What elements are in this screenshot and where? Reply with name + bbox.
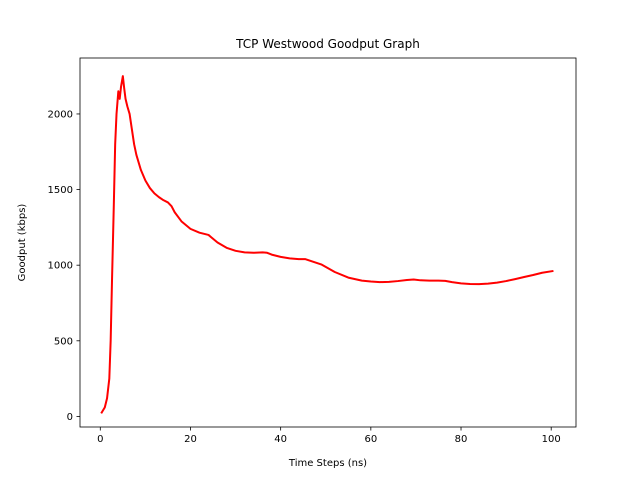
y-tick-label: 500: [54, 336, 73, 347]
x-tick-label: 60: [364, 434, 377, 445]
x-tick-label: 20: [184, 434, 197, 445]
y-tick-label: 0: [67, 412, 73, 423]
x-tick-label: 0: [97, 434, 103, 445]
axes-frame: [79, 57, 577, 428]
x-axis-label: Time Steps (ns): [288, 458, 367, 469]
x-tick-label: 100: [542, 434, 561, 445]
chart-title: TCP Westwood Goodput Graph: [235, 37, 420, 51]
goodput-series-line: [100, 75, 554, 414]
y-axis-label: Goodput (kbps): [17, 204, 28, 282]
y-tick-label: 1000: [48, 261, 73, 272]
x-tick-label: 40: [274, 434, 287, 445]
y-tick-label: 1500: [48, 185, 73, 196]
y-tick-label: 2000: [48, 109, 73, 120]
x-tick-label: 80: [455, 434, 468, 445]
plot-area: [100, 75, 554, 414]
